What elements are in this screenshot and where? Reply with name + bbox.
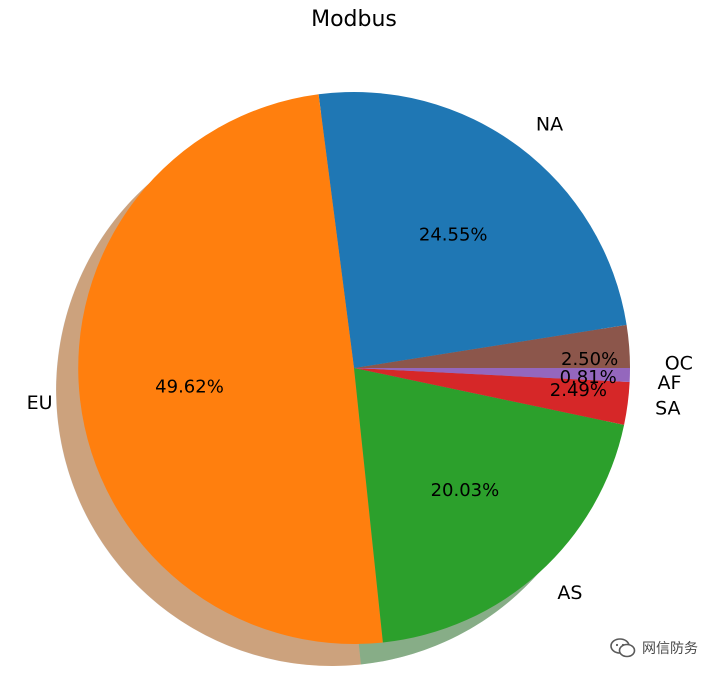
label-sa: SA bbox=[655, 398, 680, 420]
slice-af bbox=[354, 368, 630, 383]
pct-label-oc: 2.50% bbox=[561, 349, 618, 370]
pct-label-na: 24.55% bbox=[419, 224, 488, 245]
pct-label-sa: 2.49% bbox=[550, 380, 607, 401]
label-af: AF bbox=[658, 372, 682, 394]
label-eu: EU bbox=[27, 392, 53, 414]
slice-as bbox=[354, 368, 625, 643]
chart-title: Modbus bbox=[311, 7, 397, 32]
slice-eu bbox=[78, 94, 383, 644]
slice-sa bbox=[354, 368, 630, 425]
pct-label-af: 0.81% bbox=[560, 367, 617, 388]
slice-na bbox=[318, 92, 627, 369]
wechat-icon bbox=[610, 638, 636, 658]
label-oc: OC bbox=[665, 353, 693, 375]
slice-oc bbox=[354, 324, 630, 368]
pct-label-eu: 49.62% bbox=[155, 376, 224, 397]
watermark-text: 网信防务 bbox=[642, 641, 698, 657]
watermark: 网信防务 bbox=[610, 638, 698, 658]
pie-labels: OC 2.50% NA 24.55% EU 49.62% AS 20.03% SA 2.49% AF… bbox=[27, 113, 693, 604]
label-na: NA bbox=[536, 113, 563, 135]
label-as: AS bbox=[557, 582, 582, 604]
pie-slices bbox=[78, 92, 630, 644]
pct-label-as: 20.03% bbox=[431, 480, 500, 501]
